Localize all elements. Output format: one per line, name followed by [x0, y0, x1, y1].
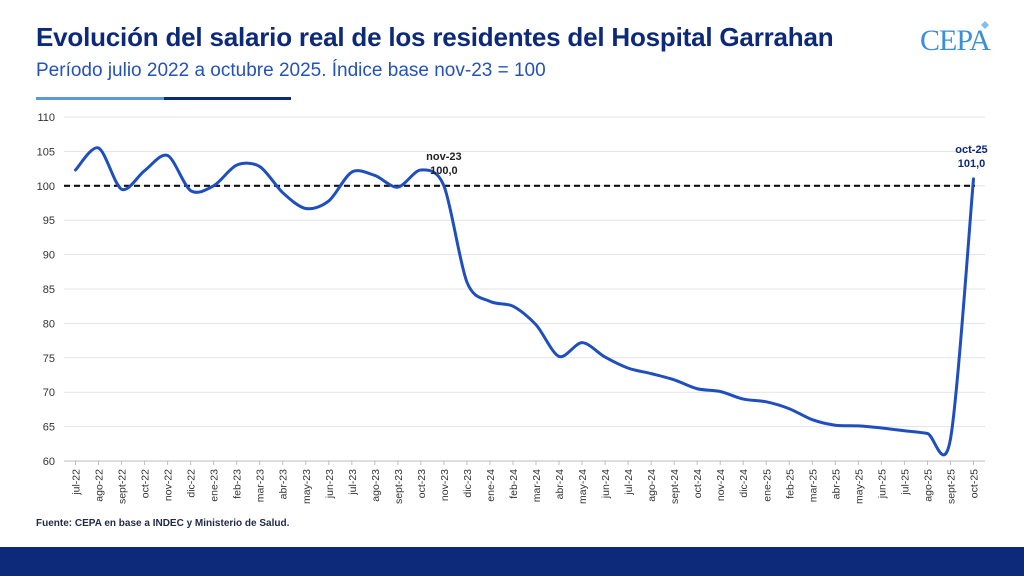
x-tick-label: ene-23: [209, 469, 221, 502]
x-tick-label: nov-23: [439, 469, 451, 501]
data-label: 101,0: [958, 158, 986, 170]
logo-mark-icon: [981, 21, 989, 29]
x-tick-label: may-25: [853, 469, 865, 504]
x-tick-label: jun-25: [876, 469, 888, 499]
page-title: Evolución del salario real de los reside…: [36, 22, 834, 52]
x-tick-label: may-23: [301, 469, 313, 504]
x-tick-label: oct-23: [416, 469, 428, 498]
x-tick-label: abr-25: [830, 469, 842, 500]
y-tick-label: 90: [43, 250, 55, 262]
y-tick-label: 110: [37, 112, 55, 124]
title-underline-accent: [36, 97, 164, 100]
x-tick-label: may-24: [577, 469, 589, 504]
y-tick-label: 85: [43, 284, 55, 296]
footer-bar: [0, 547, 1024, 576]
x-tick-label: sept-22: [117, 469, 129, 504]
y-tick-label: 80: [43, 318, 55, 330]
y-tick-label: 105: [37, 146, 55, 158]
x-tick-label: abr-23: [278, 469, 290, 500]
title-underline: [164, 97, 291, 100]
x-tick-label: nov-24: [715, 469, 727, 501]
x-tick-label: ago-22: [94, 469, 106, 502]
x-tick-label: oct-25: [968, 469, 980, 498]
x-tick-label: feb-24: [508, 469, 520, 499]
x-tick-label: ene-24: [485, 469, 497, 502]
x-tick-label: jul-25: [899, 469, 911, 496]
x-tick-label: dic-22: [186, 469, 198, 498]
x-tick-label: jul-22: [71, 469, 83, 496]
y-tick-label: 65: [43, 422, 55, 434]
x-tick-label: jun-24: [600, 469, 612, 499]
data-label: oct-25: [955, 144, 987, 156]
x-tick-label: sept-23: [393, 469, 405, 504]
cepa-logo: CEPA: [920, 24, 991, 57]
x-tick-label: sept-25: [945, 469, 957, 504]
y-tick-label: 75: [43, 353, 55, 365]
x-tick-label: feb-23: [232, 469, 244, 499]
data-label: nov-23: [426, 151, 461, 163]
data-label: 100,0: [430, 165, 458, 177]
x-tick-label: mar-23: [255, 469, 267, 502]
x-tick-label: dic-24: [738, 469, 750, 498]
series-line: [74, 146, 975, 457]
y-tick-label: 70: [43, 387, 55, 399]
x-tick-label: ago-23: [370, 469, 382, 502]
x-tick-label: jul-24: [623, 469, 635, 496]
source-note: Fuente: CEPA en base a INDEC y Ministeri…: [36, 518, 290, 529]
x-tick-label: sept-24: [669, 469, 681, 504]
x-tick-label: ago-24: [646, 469, 658, 502]
x-tick-label: mar-24: [531, 469, 543, 502]
x-tick-label: ene-25: [761, 469, 773, 502]
x-tick-label: ago-25: [922, 469, 934, 502]
x-tick-label: mar-25: [807, 469, 819, 502]
x-tick-label: jun-23: [324, 469, 336, 499]
x-tick-label: feb-25: [784, 469, 796, 499]
x-tick-label: oct-22: [140, 469, 152, 498]
y-tick-label: 95: [43, 215, 55, 227]
x-tick-label: abr-24: [554, 469, 566, 500]
y-tick-label: 100: [37, 181, 55, 193]
x-tick-label: jul-23: [347, 469, 359, 496]
x-tick-label: dic-23: [462, 469, 474, 498]
page-subtitle: Período julio 2022 a octubre 2025. Índic…: [36, 60, 546, 81]
x-tick-label: oct-24: [692, 469, 704, 498]
x-tick-label: nov-22: [163, 469, 175, 501]
y-tick-label: 60: [43, 456, 55, 468]
